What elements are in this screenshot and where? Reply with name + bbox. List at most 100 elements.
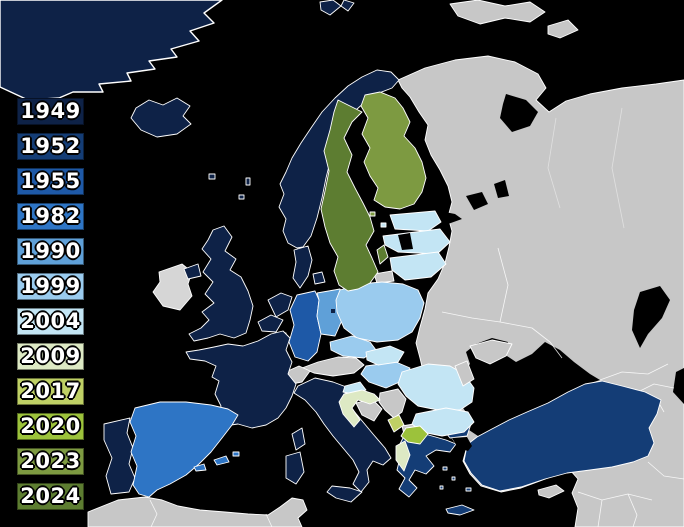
legend-swatch-1982: 1982 [17,203,84,230]
legend-swatch-2017: 2017 [17,378,84,405]
country-kaliningrad [373,270,395,284]
islands-balearic-2 [213,455,230,466]
aegean-island-1 [442,466,448,471]
country-iceland [130,97,192,138]
border-caucasus-1 [599,363,669,381]
country-italy [293,377,392,493]
legend-item-2017: 2017 [17,378,84,405]
country-croatia [338,389,381,428]
legend-item-2020: 2020 [17,413,84,440]
border-morocco-algeria [149,499,158,527]
legend-year-label: 2004 [20,309,81,333]
island-sicily [326,485,363,503]
legend-year-label: 1990 [20,239,81,263]
border-lines-group [149,107,684,527]
legend-year-label: 1952 [20,134,81,158]
country-hungary [360,361,411,389]
border-levant-3 [647,461,684,480]
legend-year-label: 1999 [20,274,81,298]
island-sardinia [285,451,305,485]
legend-swatch-1952: 1952 [17,133,84,160]
island-rhodes [465,487,472,492]
country-portugal [103,417,136,495]
legend-year-label: 1955 [20,169,81,193]
country-sweden [320,99,379,292]
legend-year-label: 2009 [20,344,81,368]
country-montenegro [387,414,405,433]
members-1949-group [0,0,400,503]
country-north-macedonia [400,425,429,445]
legend-item-1952: 1952 [17,133,84,160]
legend-item-1990: 1990 [17,238,84,265]
white-sea [500,94,538,132]
legend-item-1982: 1982 [17,203,84,230]
members-1982-group [129,401,240,498]
country-poland [335,281,425,343]
country-greece [396,431,457,498]
legend-item-2024: 2024 [17,483,84,510]
caspian-sea-south [673,368,684,404]
members-1999-group [329,281,425,389]
legend-swatch-1999: 1999 [17,273,84,300]
islands-novaya-zemlya [449,0,546,25]
aegean-island-2 [451,476,456,481]
members-2023-group [360,91,427,217]
country-cyprus [537,484,565,499]
country-norway [278,69,400,249]
estonia-islands [380,222,387,228]
country-austria [301,356,365,377]
country-latvia [382,228,451,255]
russia-river-2 [611,107,625,229]
legend-year-label: 1949 [20,99,81,123]
legend-item-2009: 2009 [17,343,84,370]
members-1952-group [396,380,662,516]
legend-swatch-2009: 2009 [17,343,84,370]
legend-swatch-1955: 1955 [17,168,84,195]
island-crete [445,504,475,516]
islands-svalbard [319,0,355,16]
border-belarus-russia [497,247,509,323]
islands-arctic [547,19,579,39]
region-north-africa [87,496,308,527]
island-corsica [291,427,306,451]
border-algeria-tunisia [265,513,273,527]
aland-islands [369,211,376,217]
country-moldova [454,360,475,387]
legend-swatch-1990: 1990 [17,238,84,265]
legend-year-label: 2023 [20,449,81,473]
gray-peninsulas-group [469,339,565,499]
country-greenland [0,0,223,101]
border-levant-1 [577,491,653,501]
denmark-islands [312,271,326,285]
members-2024-group [320,99,389,292]
legend-swatch-2023: 2023 [17,448,84,475]
country-belgium [257,314,284,333]
islands-faroe [208,173,216,180]
legend-item-2004: 2004 [17,308,84,335]
legend-year-label: 2024 [20,484,81,508]
country-estonia [389,210,442,232]
country-slovakia [365,345,405,366]
lake-onega [494,180,509,198]
legend-year-label: 1982 [20,204,81,228]
border-ukraine-belarus [441,311,501,323]
lake-ladoga [466,192,488,210]
legend-swatch-2024: 2024 [17,483,84,510]
islands-orkney [238,194,245,200]
country-albania [395,440,411,472]
berlin-dot [331,309,335,313]
legend-item-1949: 1949 [17,98,84,125]
region-crimea [469,339,513,365]
caspian-sea [632,286,670,348]
legend-swatch-2020: 2020 [17,413,84,440]
members-2009-group [338,389,411,472]
country-turkey-anatolia [463,380,662,492]
legend-item-1955: 1955 [17,168,84,195]
country-spain [129,401,239,498]
islands-balearic-3 [232,451,240,457]
legend-item-1999: 1999 [17,273,84,300]
map-legend: 1949 1952 1955 1982 1990 1999 2004 2009 … [17,98,84,518]
country-west-germany [288,290,322,362]
country-united-kingdom [188,225,254,342]
